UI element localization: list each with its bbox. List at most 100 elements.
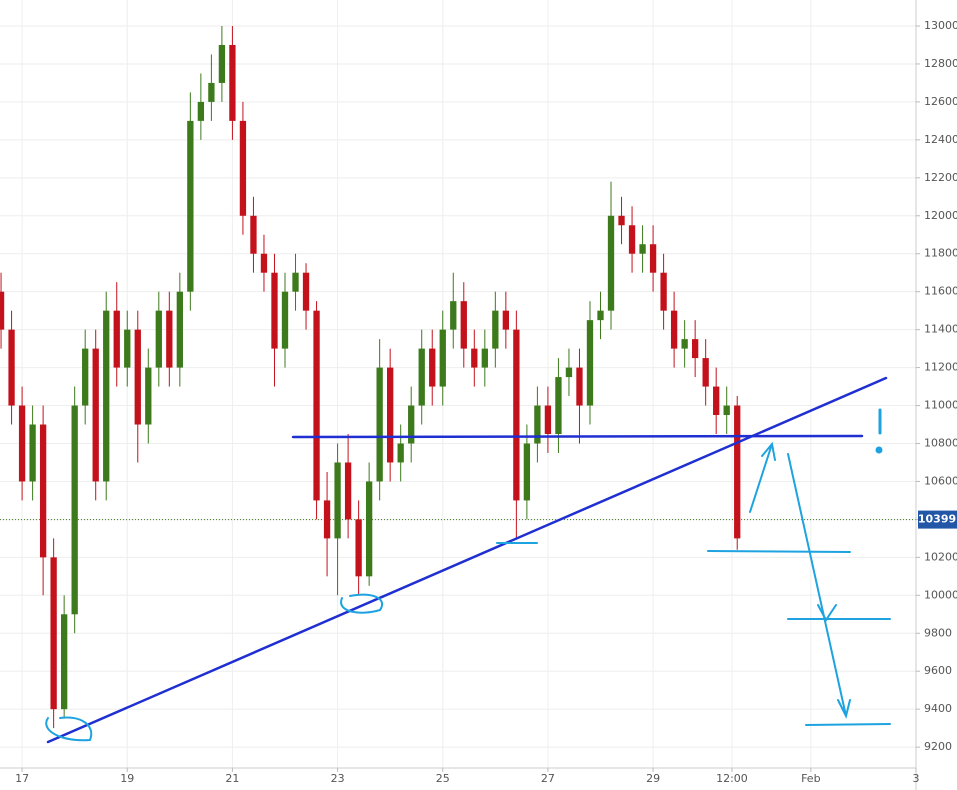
arrow-down: [787, 453, 851, 719]
candle-body: [607, 215, 615, 311]
candle-body: [176, 291, 183, 368]
candles: [0, 25, 741, 729]
candle-body: [365, 481, 373, 577]
candle-body: [187, 120, 194, 292]
candle-body: [313, 310, 320, 501]
candle-body: [292, 272, 299, 292]
candle-body: [628, 225, 636, 254]
candle-body: [576, 367, 583, 406]
arrow-up: [749, 441, 776, 513]
y-tick-label: 9200: [924, 740, 952, 753]
y-tick-label: 13000: [924, 19, 957, 32]
candle-body: [418, 348, 425, 406]
candle-body: [544, 405, 552, 435]
axes: 9200940096009800100001020010400106001080…: [15, 19, 957, 785]
candle-body: [565, 367, 573, 378]
candle-body: [166, 310, 173, 368]
candle-body: [492, 310, 499, 349]
candle-body: [691, 339, 699, 359]
candle-body: [281, 291, 289, 349]
y-tick-label: 11400: [924, 323, 957, 336]
candle-body: [376, 367, 383, 482]
candle-body: [113, 310, 120, 368]
candle-body: [229, 44, 236, 121]
y-tick-label: 11600: [924, 285, 957, 298]
candle-body: [670, 310, 678, 349]
candle-body: [103, 310, 110, 482]
candle-body: [597, 310, 604, 321]
candle-body: [71, 405, 78, 615]
x-tick-label: 29: [646, 772, 660, 785]
candle-body: [429, 348, 436, 387]
candle-body: [29, 424, 36, 482]
candle-body: [460, 301, 467, 349]
candle-body: [92, 348, 99, 482]
y-tick-label: 11000: [924, 399, 957, 412]
candle-body: [681, 339, 688, 349]
y-tick-label: 12000: [924, 209, 957, 222]
target-1: [707, 550, 851, 553]
candle-body: [450, 301, 457, 330]
candle-body: [713, 386, 720, 416]
x-tick-label: 12:00: [716, 772, 748, 785]
x-tick-label: 17: [15, 772, 29, 785]
candle-body: [134, 329, 141, 425]
x-tick-label: 27: [541, 772, 555, 785]
candle-body: [618, 215, 625, 226]
candle-body: [660, 272, 667, 311]
y-tick-label: 12200: [924, 171, 957, 184]
candle-body: [82, 348, 89, 406]
trend-line: [46, 376, 888, 744]
candle-body: [60, 614, 68, 710]
candle-body: [471, 348, 478, 368]
candle-body: [355, 519, 362, 577]
candle-body: [586, 320, 594, 406]
arrow-tick: [817, 604, 837, 622]
candle-body: [513, 329, 520, 501]
circle-mid: [340, 593, 383, 614]
candle-body: [239, 120, 247, 216]
candle-body: [702, 358, 709, 387]
y-tick-label: 9800: [924, 626, 952, 639]
candle-body: [155, 310, 162, 368]
target-3: [805, 723, 891, 726]
candle-body: [387, 367, 394, 463]
y-tick-label: 10800: [924, 436, 957, 449]
y-tick-label: 11200: [924, 361, 957, 374]
candle-body: [649, 244, 657, 273]
candle-body: [50, 557, 57, 710]
circle-low: [45, 716, 93, 742]
candle-body: [481, 348, 488, 368]
candle-body: [723, 405, 730, 416]
candle-body: [18, 405, 26, 482]
y-tick-label: 9600: [924, 664, 952, 677]
candle-body: [534, 405, 541, 444]
exclaim-dot: [875, 446, 883, 454]
candle-body: [734, 405, 741, 539]
candle-body: [124, 329, 131, 368]
candle-body: [344, 462, 352, 520]
candle-body: [145, 367, 152, 425]
support-line: [291, 434, 864, 439]
candle-body: [39, 424, 47, 558]
candle-body: [8, 329, 15, 406]
candle-body: [555, 377, 562, 435]
x-tick-label: Feb: [801, 772, 820, 785]
y-tick-label: 9400: [924, 702, 952, 715]
x-tick-label: 19: [120, 772, 134, 785]
x-tick-label: 23: [331, 772, 345, 785]
y-tick-label: 12400: [924, 133, 957, 146]
y-tick-label: 11800: [924, 247, 957, 260]
candle-body: [271, 272, 278, 349]
y-tick-label: 10600: [924, 474, 957, 487]
candle-body: [197, 101, 205, 121]
x-tick-label: 21: [225, 772, 239, 785]
candle-body: [334, 462, 341, 539]
drawings: [45, 376, 891, 744]
candle-body: [397, 443, 404, 463]
candle-body: [502, 310, 510, 330]
y-tick-label: 12800: [924, 57, 957, 70]
candle-body: [523, 443, 531, 501]
x-tick-label: 3: [913, 772, 920, 785]
